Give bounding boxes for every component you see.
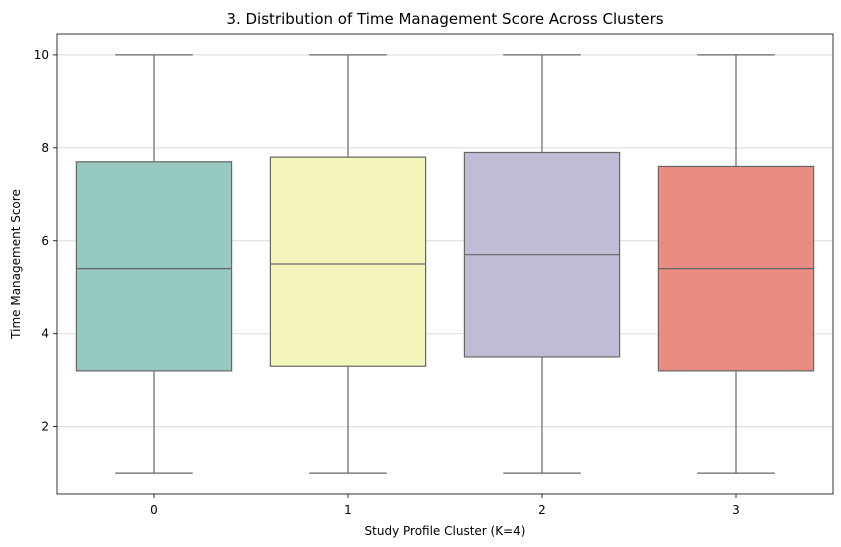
box-cluster-3 xyxy=(657,54,815,474)
x-tick-label: 3 xyxy=(732,503,740,517)
box-cluster-1 xyxy=(269,54,427,474)
x-tick-label: 2 xyxy=(538,503,546,517)
iqr-box xyxy=(269,156,427,367)
box-layer xyxy=(75,54,815,474)
y-tick-label: 6 xyxy=(41,234,49,248)
x-tick-label: 0 xyxy=(150,503,158,517)
axis-layer: 2 4 6 8 10 0 1 2 3 xyxy=(34,48,740,517)
iqr-box xyxy=(75,161,233,372)
x-axis-label: Study Profile Cluster (K=4) xyxy=(365,524,526,538)
y-tick-label: 8 xyxy=(41,141,49,155)
y-tick-label: 4 xyxy=(41,327,49,341)
x-tick-label: 1 xyxy=(344,503,352,517)
box-cluster-2 xyxy=(463,54,621,474)
plot-frame xyxy=(56,33,834,495)
box-cluster-0 xyxy=(75,54,233,474)
y-tick-label: 2 xyxy=(41,420,49,434)
y-tick-label: 10 xyxy=(34,48,49,62)
y-axis-label: Time Management Score xyxy=(9,189,23,340)
chart-title: 3. Distribution of Time Management Score… xyxy=(226,10,663,28)
